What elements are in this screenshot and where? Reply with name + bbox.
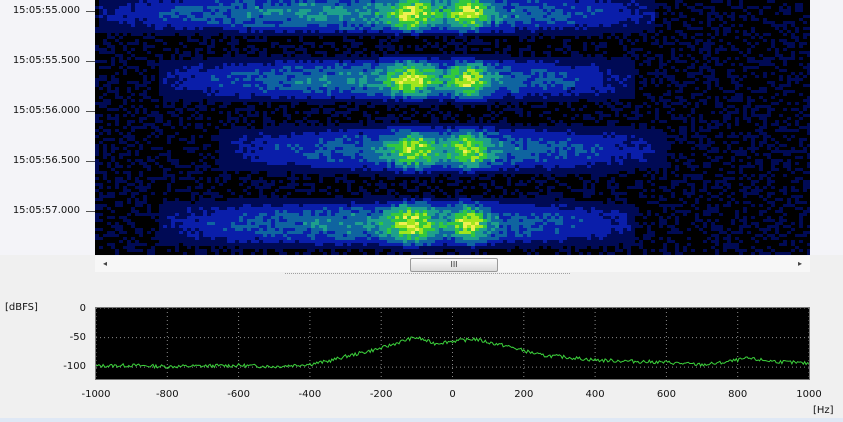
waterfall-section: 15:05:55.000 15:05:55.500 15:05:56.000 15:0… xyxy=(12,0,843,255)
x-tick-label: 1000 xyxy=(796,389,822,400)
x-tick-label: -600 xyxy=(227,389,250,400)
timestamp-tick xyxy=(86,11,95,12)
spectrum-plot[interactable] xyxy=(95,307,810,380)
y-tick-label: -50 xyxy=(69,332,86,343)
scroll-right-arrow-icon[interactable]: ▸ xyxy=(797,259,802,268)
timestamp-tick xyxy=(86,161,95,162)
x-tick-label: 400 xyxy=(585,389,605,400)
waterfall-display[interactable] xyxy=(95,0,810,255)
x-tick-label: -1000 xyxy=(81,389,111,400)
timestamp-label: 15:05:56.000 xyxy=(12,105,80,116)
horizontal-scrollbar[interactable]: ◂ III ▸ xyxy=(95,256,810,272)
x-tick-label: -400 xyxy=(298,389,322,400)
timestamp-tick xyxy=(86,211,95,212)
waterfall-right-margin xyxy=(810,0,843,255)
x-tick-label: 600 xyxy=(656,389,676,400)
timestamp-label: 15:05:56.500 xyxy=(12,155,80,166)
y-axis-unit-label: [dBFS] xyxy=(5,302,38,313)
waterfall-canvas xyxy=(95,0,810,255)
x-axis-unit-label: [Hz] xyxy=(813,405,834,416)
scroll-left-arrow-icon[interactable]: ◂ xyxy=(102,259,107,268)
x-tick-label: -200 xyxy=(369,389,393,400)
x-tick-label: 800 xyxy=(728,389,748,400)
timestamp-label: 15:05:55.000 xyxy=(12,5,80,16)
y-tick-label: 0 xyxy=(79,303,86,314)
timestamp-tick xyxy=(86,111,95,112)
panel-splitter-handle[interactable] xyxy=(285,273,570,277)
y-tick-label: -100 xyxy=(63,361,86,372)
x-tick-label: -800 xyxy=(155,389,179,400)
timestamp-tick xyxy=(86,61,95,62)
x-tick-label: 0 xyxy=(449,389,456,400)
spectrum-trace xyxy=(95,336,810,370)
x-tick-label: 200 xyxy=(514,389,534,400)
timestamp-label: 15:05:55.500 xyxy=(12,55,80,66)
spectrum-chart xyxy=(95,307,810,379)
status-strip xyxy=(0,418,843,422)
timestamp-label: 15:05:57.000 xyxy=(12,205,80,216)
scroll-thumb[interactable]: III xyxy=(410,258,498,272)
